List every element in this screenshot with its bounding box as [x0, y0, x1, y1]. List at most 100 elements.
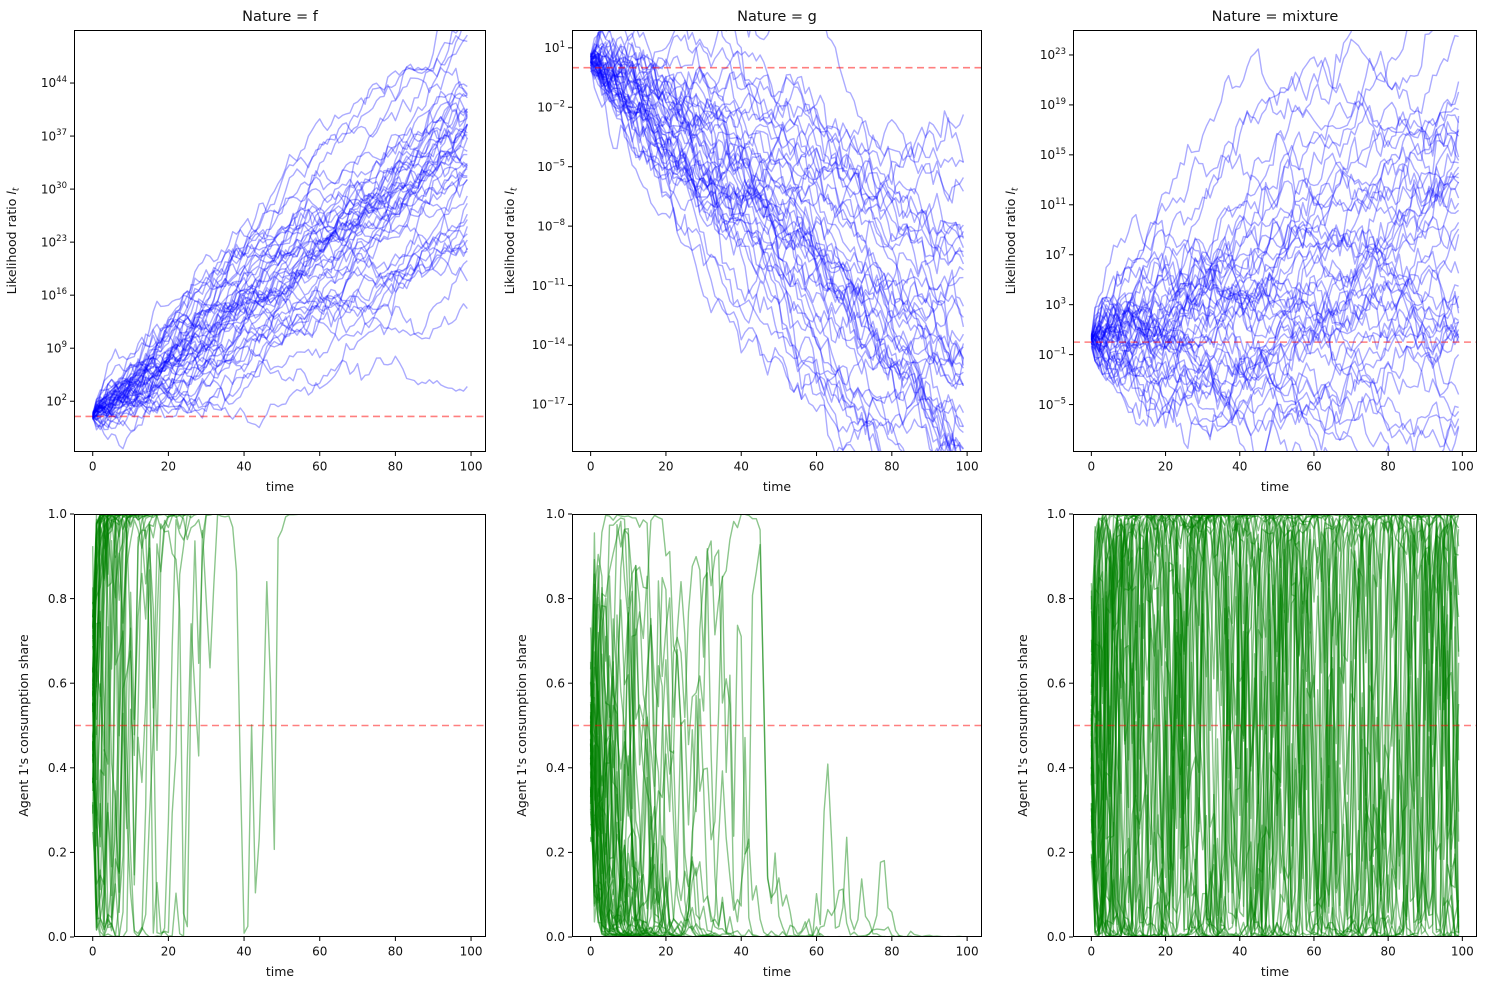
- y-tick-label: 0.8: [546, 592, 565, 606]
- series-path: [92, 168, 468, 419]
- x-axis-ticks: 0 20 40 60 80 100: [1088, 937, 1474, 959]
- x-tick-label: 20: [1158, 945, 1173, 959]
- series-path: [589, 60, 965, 366]
- series-path: [92, 83, 468, 416]
- series-path: [589, 614, 964, 937]
- series-path: [1090, 30, 1434, 353]
- series-path: [589, 30, 964, 306]
- series-path: [589, 575, 964, 937]
- series-path: [590, 52, 965, 307]
- x-tick-label: 40: [236, 945, 251, 959]
- y-axis-ticks: 0.0 0.2 0.4 0.6 0.8 1.0: [546, 507, 572, 944]
- y-axis-label: Likelihood ratio lt: [1003, 187, 1021, 294]
- series-path: [92, 34, 468, 417]
- x-axis-label: time: [266, 964, 295, 979]
- y-axis-ticks: 101 10−2 10−5 10−8 10−11 10−14 10−17: [532, 40, 572, 412]
- series-lines: [1090, 30, 1460, 452]
- series-path: [92, 30, 460, 416]
- y-tick-label: 0.2: [546, 846, 565, 860]
- y-tick-label: 1019: [1040, 97, 1066, 112]
- series-path: [589, 728, 964, 937]
- series-path: [1090, 514, 1460, 937]
- panel-title: Nature = g: [737, 9, 817, 25]
- y-tick-label: 10−11: [532, 278, 565, 293]
- series-path: [1090, 253, 1460, 376]
- y-tick-label: 102: [46, 393, 67, 408]
- series-path: [1090, 514, 1459, 937]
- series-path: [589, 39, 965, 390]
- series-path: [589, 53, 965, 365]
- series-path: [92, 151, 468, 418]
- series-path: [1090, 514, 1460, 937]
- y-tick-label: 1016: [41, 287, 67, 302]
- series-path: [92, 92, 468, 416]
- series-path: [92, 81, 468, 414]
- x-tick-label: 80: [388, 460, 403, 474]
- y-tick-label: 10−14: [532, 337, 565, 352]
- y-axis-ticks: 0.0 0.2 0.4 0.6 0.8 1.0: [1047, 507, 1073, 944]
- x-tick-label: 20: [161, 460, 176, 474]
- series-path: [92, 355, 468, 450]
- series-path: [92, 514, 468, 838]
- series-path: [589, 57, 964, 376]
- series-path: [1090, 228, 1460, 341]
- x-tick-label: 20: [658, 460, 673, 474]
- series-path: [92, 101, 468, 419]
- y-tick-label: 109: [46, 340, 67, 355]
- series-path: [589, 41, 964, 452]
- series-path: [1090, 514, 1459, 937]
- series-path: [92, 123, 468, 420]
- y-tick-label: 0.8: [48, 592, 67, 606]
- y-tick-label: 0.6: [1047, 676, 1066, 690]
- series-path: [1090, 91, 1460, 359]
- x-tick-label: 0: [1088, 945, 1096, 959]
- series-path: [1090, 514, 1459, 937]
- series-path: [590, 52, 965, 442]
- series-path: [590, 45, 965, 219]
- series-path: [92, 30, 439, 414]
- y-axis-label: Agent 1's consumption share: [1015, 634, 1030, 817]
- y-tick-label: 1011: [1040, 197, 1066, 212]
- x-tick-label: 80: [1381, 460, 1396, 474]
- x-tick-label: 0: [89, 460, 97, 474]
- series-path: [1090, 514, 1459, 937]
- series-path: [589, 43, 882, 452]
- y-tick-label: 103: [1045, 297, 1066, 312]
- axes-frame: [74, 30, 486, 452]
- y-tick-label: 1030: [41, 181, 67, 196]
- series-path: [589, 704, 964, 937]
- panel-likelihood-mixture: Nature = mixture102310191015101110710310…: [1003, 9, 1477, 494]
- series-path: [1090, 514, 1460, 937]
- series-path: [92, 128, 468, 420]
- series-path: [92, 98, 468, 417]
- series-path: [1091, 335, 1359, 452]
- series-path: [1090, 216, 1460, 349]
- x-axis-label: time: [1261, 479, 1290, 494]
- series-path: [1090, 514, 1459, 937]
- x-axis-ticks: 0 20 40 60 80 100: [587, 937, 979, 959]
- x-tick-label: 100: [956, 460, 979, 474]
- series-path: [1090, 325, 1459, 452]
- series-path: [589, 837, 964, 937]
- series-path: [92, 514, 468, 937]
- y-tick-label: 0.0: [1047, 930, 1066, 944]
- series-path: [589, 59, 964, 369]
- series-path: [92, 114, 468, 428]
- axes-frame: [1073, 514, 1477, 937]
- series-path: [590, 48, 857, 452]
- series-path: [589, 514, 964, 937]
- series-path: [589, 52, 958, 452]
- series-path: [1090, 514, 1460, 937]
- series-path: [1090, 115, 1460, 343]
- series-path: [92, 173, 468, 415]
- series-path: [1090, 514, 1460, 937]
- axes-frame: [572, 514, 982, 937]
- series-path: [1090, 514, 1459, 934]
- series-path: [1091, 328, 1460, 397]
- y-tick-label: 10−1: [1038, 347, 1066, 362]
- series-path: [589, 59, 965, 163]
- series-path: [1090, 158, 1460, 352]
- series-path: [92, 239, 468, 418]
- series-path: [589, 53, 965, 206]
- series-path: [92, 124, 468, 431]
